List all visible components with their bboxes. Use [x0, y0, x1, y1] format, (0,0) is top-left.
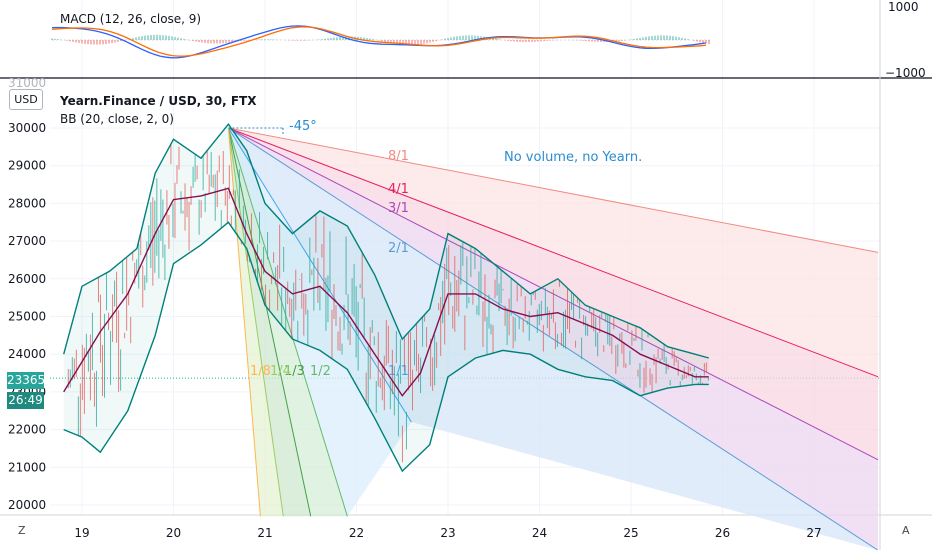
main-title: Yearn.Finance / USD, 30, FTX — [60, 94, 257, 108]
signal-line — [51, 26, 707, 57]
x-tick-label: 24 — [532, 526, 547, 540]
fan-label: 3/1 — [388, 201, 409, 216]
bollinger-bands — [63, 123, 709, 473]
fan-label: 1/4 — [270, 364, 291, 379]
x-tick-label: 25 — [623, 526, 638, 540]
y-tick-label: 22000 — [8, 423, 46, 437]
fan-line — [228, 127, 879, 378]
macd-title: MACD (12, 26, close, 9) — [60, 12, 202, 26]
countdown-tag: 26:49 — [7, 392, 44, 409]
y-tick-label: 30000 — [8, 121, 46, 135]
x-tick-label: 22 — [349, 526, 364, 540]
bb-title: BB (20, close, 2, 0) — [60, 112, 174, 126]
y-tick-label: 27000 — [8, 234, 46, 248]
x-tick-label: 23 — [440, 526, 455, 540]
x-tick-label: 21 — [257, 526, 272, 540]
bb-upper-line — [63, 123, 709, 359]
y-tick-label: 28000 — [8, 196, 46, 210]
x-tick-label: 20 — [166, 526, 181, 540]
macd-pane — [51, 25, 710, 59]
bb-fill — [63, 124, 709, 472]
x-tick-label: 27 — [806, 526, 821, 540]
fan-label: 4/1 — [388, 182, 409, 197]
fan-line — [227, 127, 412, 423]
auto-scale-button[interactable]: A — [902, 524, 910, 537]
y-tick-label: 25000 — [8, 310, 46, 324]
macd-axis-bottom: −1000 — [885, 66, 926, 80]
fan-label: 1/2 — [310, 364, 331, 379]
y-tick-label: 21000 — [8, 460, 46, 474]
currency-button[interactable]: USD — [9, 89, 43, 110]
x-tick-label: 26 — [715, 526, 730, 540]
price-candles — [67, 144, 709, 463]
fan-line — [227, 127, 312, 517]
y-tick-label: 20000 — [8, 498, 46, 512]
gann-fan: 8/1 4/1 3/1 2/1 1/1 1/2 1/31/41/8 — [227, 127, 879, 550]
y-tick-label: 29000 — [8, 159, 46, 173]
chart-note: No volume, no Yearn. — [504, 150, 643, 165]
fan-label: 1/8 — [250, 364, 271, 379]
zoom-reset-button[interactable]: Z — [18, 524, 26, 537]
x-tick-label: 19 — [74, 526, 89, 540]
price-axis-partial: 31000 — [8, 76, 47, 90]
fan-line — [227, 127, 348, 517]
fan-line — [228, 127, 879, 550]
fan-label: 1/1 — [388, 364, 409, 379]
bb-basis-line — [63, 187, 709, 397]
y-tick-label: 26000 — [8, 272, 46, 286]
angle-label: -45° — [289, 119, 317, 134]
fan-label: 1/3 — [284, 364, 305, 379]
fan-fill — [228, 128, 412, 517]
fan-line — [228, 127, 879, 253]
y-tick-label: 24000 — [8, 347, 46, 361]
last-price-tag: 23365 — [7, 372, 46, 389]
macd-axis-top: 1000 — [888, 0, 919, 14]
fan-label: 8/1 — [388, 149, 409, 164]
macd-line — [51, 25, 707, 59]
bb-lower-line — [63, 221, 709, 473]
fan-line — [227, 127, 284, 517]
fan-label: 2/1 — [388, 241, 409, 256]
